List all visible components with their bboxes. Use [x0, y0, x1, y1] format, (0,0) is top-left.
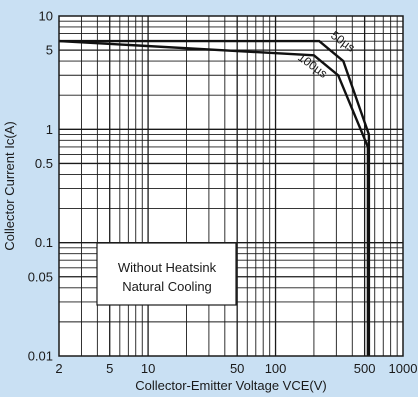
x-tick-label: 1000 [389, 361, 418, 376]
x-axis-title: Collector-Emitter Voltage VCE(V) [135, 378, 326, 393]
curves [58, 39, 371, 356]
series-line-1 [58, 39, 370, 356]
plot-frame [58, 15, 404, 357]
x-tick-label: 2 [55, 361, 62, 376]
y-tick-label: 0.5 [35, 156, 53, 171]
x-tick-label: 500 [354, 361, 376, 376]
y-tick-label: 0.1 [35, 235, 53, 250]
annotation-frame [96, 242, 237, 306]
y-tick-label: 0.01 [28, 349, 53, 364]
y-tick-labels: 10 5 1 0.5 0.1 0.05 0.01 [28, 9, 53, 364]
x-tick-label: 5 [106, 361, 113, 376]
annotation-line-1: Without Heatsink [118, 260, 217, 275]
x-tick-labels: 2 5 10 50 100 500 1000 [55, 361, 417, 376]
x-tick-label: 100 [265, 361, 287, 376]
x-tick-label: 50 [230, 361, 244, 376]
y-tick-label: 5 [46, 43, 53, 58]
y-axis-title: Collector Current Ic(A) [2, 121, 17, 250]
x-tick-label: 10 [141, 361, 155, 376]
y-tick-label: 10 [39, 9, 53, 24]
y-tick-label: 0.05 [28, 269, 53, 284]
y-tick-label: 1 [46, 122, 53, 137]
annotation-line-2: Natural Cooling [122, 279, 212, 294]
annotation-box: Without Heatsink Natural Cooling [96, 242, 237, 306]
